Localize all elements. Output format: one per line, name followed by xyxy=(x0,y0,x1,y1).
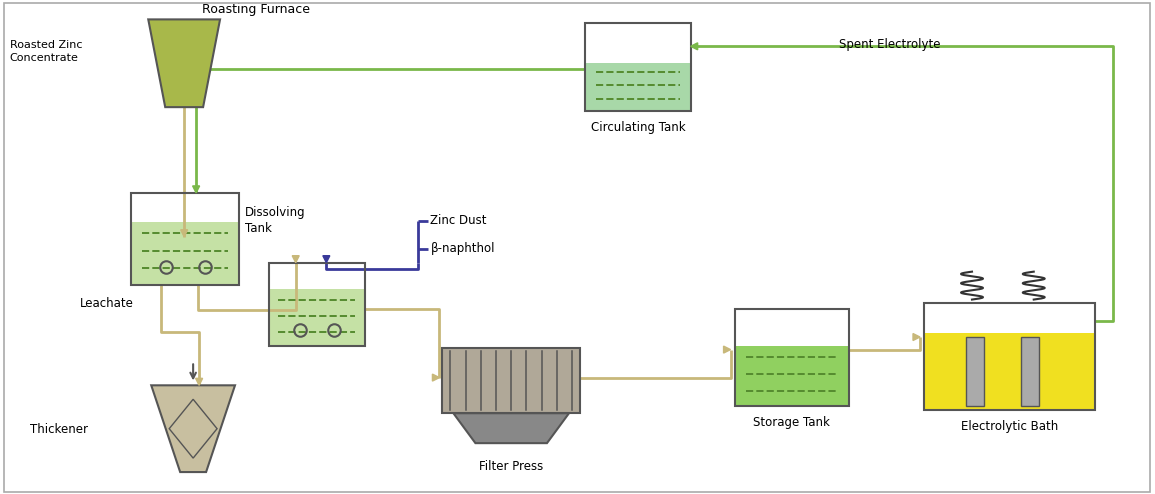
Polygon shape xyxy=(432,374,439,381)
Bar xyxy=(967,337,984,406)
Bar xyxy=(132,222,239,285)
Polygon shape xyxy=(195,378,202,385)
Polygon shape xyxy=(180,230,187,237)
Text: Zinc Dust: Zinc Dust xyxy=(431,214,487,227)
Text: Storage Tank: Storage Tank xyxy=(753,416,830,429)
Polygon shape xyxy=(454,413,569,443)
Text: Leachate: Leachate xyxy=(80,296,133,310)
Text: Circulating Tank: Circulating Tank xyxy=(590,121,685,134)
Text: Roasting Furnace: Roasting Furnace xyxy=(202,3,310,16)
Text: Roasted Zinc
Concentrate: Roasted Zinc Concentrate xyxy=(9,40,82,63)
Text: Spent Electrolyte: Spent Electrolyte xyxy=(840,38,940,51)
Bar xyxy=(735,346,849,406)
Polygon shape xyxy=(148,19,221,107)
Text: β-naphthol: β-naphthol xyxy=(431,242,495,255)
Text: Dissolving
Tank: Dissolving Tank xyxy=(245,206,306,235)
Bar xyxy=(269,289,365,346)
Polygon shape xyxy=(323,256,330,263)
Bar xyxy=(132,193,239,285)
Bar xyxy=(442,348,580,413)
Polygon shape xyxy=(151,385,234,472)
Bar xyxy=(269,263,365,346)
Bar xyxy=(584,23,691,111)
Bar xyxy=(924,302,1095,410)
Text: Thickener: Thickener xyxy=(30,423,88,436)
Polygon shape xyxy=(723,346,731,353)
Bar xyxy=(924,333,1095,410)
Polygon shape xyxy=(912,333,921,340)
Bar xyxy=(584,63,691,111)
Polygon shape xyxy=(292,256,299,263)
Text: Electrolytic Bath: Electrolytic Bath xyxy=(961,420,1058,433)
Bar xyxy=(735,309,849,406)
Text: Filter Press: Filter Press xyxy=(479,460,543,473)
Polygon shape xyxy=(691,43,698,50)
Polygon shape xyxy=(193,186,200,193)
Bar xyxy=(1021,337,1040,406)
